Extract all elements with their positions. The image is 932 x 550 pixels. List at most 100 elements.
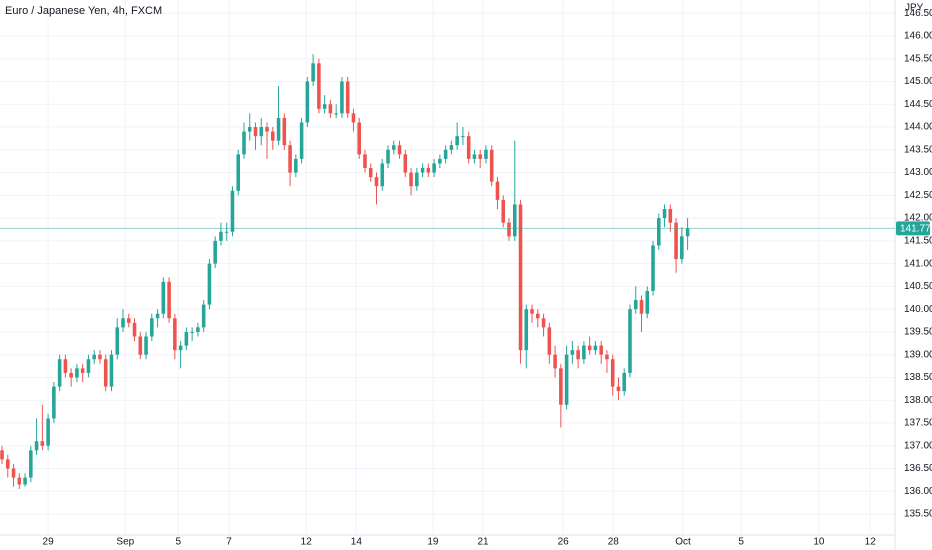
candle-body xyxy=(294,158,298,173)
candle-body xyxy=(576,350,580,360)
candle-body xyxy=(92,354,96,360)
x-tick-label: 12 xyxy=(865,537,877,548)
candle-body xyxy=(167,281,171,319)
candle-body xyxy=(495,181,500,200)
y-tick-label: 145.500 xyxy=(904,53,932,64)
candle-body xyxy=(265,127,269,132)
candle-body xyxy=(368,168,373,178)
candle-body xyxy=(196,327,200,332)
x-tick-label: Sep xyxy=(116,537,134,548)
y-tick-label: 141.500 xyxy=(904,236,932,247)
candle-body xyxy=(57,359,62,387)
candle-body xyxy=(17,477,22,485)
candle-body xyxy=(501,199,506,223)
candle-body xyxy=(512,204,517,237)
candle-body xyxy=(340,81,344,114)
candle-body xyxy=(334,113,338,115)
candle-body xyxy=(34,441,39,451)
candle-body xyxy=(461,136,465,138)
x-tick-label: 26 xyxy=(558,537,570,548)
candle-body xyxy=(622,372,627,392)
x-tick-label: 29 xyxy=(43,537,55,548)
candle-body xyxy=(253,127,258,137)
candle-body xyxy=(587,345,592,351)
candle-body xyxy=(63,359,68,373)
y-tick-label: 144.000 xyxy=(904,122,932,133)
candle-body xyxy=(173,318,177,351)
candle-body xyxy=(144,336,148,355)
candle-body xyxy=(29,450,33,478)
candle-body xyxy=(259,127,264,137)
candle-body xyxy=(150,318,154,337)
candle-body xyxy=(345,81,350,114)
candle-body xyxy=(455,136,459,146)
candle-body xyxy=(403,154,408,173)
candle-body xyxy=(213,240,217,264)
candle-body xyxy=(282,117,287,146)
candle-body xyxy=(40,441,45,446)
candle-body xyxy=(138,336,143,355)
candle-body xyxy=(420,168,425,173)
y-tick-label: 146.500 xyxy=(904,8,932,19)
candle-body xyxy=(610,359,615,387)
candle-body xyxy=(52,386,56,419)
candle-body xyxy=(559,368,563,405)
candle-body xyxy=(201,304,206,328)
candle-body xyxy=(357,122,361,155)
candle-body xyxy=(593,345,598,351)
candle-body xyxy=(317,63,321,109)
candle-body xyxy=(23,477,27,485)
candle-body xyxy=(397,145,402,155)
y-tick-label: 146.000 xyxy=(904,31,932,42)
candle-body xyxy=(478,154,482,159)
candle-body xyxy=(161,281,166,314)
candle-body xyxy=(518,204,523,351)
x-tick-label: 5 xyxy=(738,537,744,548)
y-tick-label: 139.000 xyxy=(904,349,932,360)
candle-body xyxy=(541,318,546,328)
y-tick-label: 141.000 xyxy=(904,258,932,269)
candle-body xyxy=(86,359,91,373)
x-tick-label: 12 xyxy=(301,537,313,548)
y-tick-label: 144.500 xyxy=(904,99,932,110)
candle-body xyxy=(685,228,690,237)
candle-body xyxy=(489,149,494,182)
candle-body xyxy=(449,145,454,150)
candle-body xyxy=(409,172,413,187)
candle-body xyxy=(484,149,488,159)
candle-body xyxy=(80,368,85,373)
candle-body xyxy=(224,231,229,233)
candle-body xyxy=(674,222,678,260)
candle-body xyxy=(0,450,4,460)
candle-body xyxy=(247,127,252,132)
candle-body xyxy=(651,245,655,291)
x-tick-label: 14 xyxy=(351,537,363,548)
candle-body xyxy=(415,172,419,187)
candle-body xyxy=(553,354,557,369)
candle-body xyxy=(236,154,241,191)
candle-body xyxy=(374,177,379,187)
candle-body xyxy=(657,218,661,246)
candle-body xyxy=(75,368,79,378)
candle-body xyxy=(98,354,102,360)
y-tick-label: 139.500 xyxy=(904,327,932,338)
candle-body xyxy=(121,318,125,328)
candle-body xyxy=(662,208,667,219)
candle-body xyxy=(645,290,650,314)
candle-body xyxy=(668,208,673,223)
candle-body xyxy=(466,136,471,159)
candle-body xyxy=(190,331,194,333)
y-tick-label: 143.000 xyxy=(904,167,932,178)
candle-body xyxy=(547,327,552,355)
candle-body xyxy=(230,190,235,232)
candle-body xyxy=(582,345,586,360)
candle-body xyxy=(46,418,50,446)
candle-body xyxy=(680,236,684,260)
candle-body xyxy=(103,359,108,387)
candle-body xyxy=(207,263,212,305)
candle-body xyxy=(380,163,385,187)
candle-body xyxy=(132,322,137,337)
candle-body xyxy=(599,345,603,355)
